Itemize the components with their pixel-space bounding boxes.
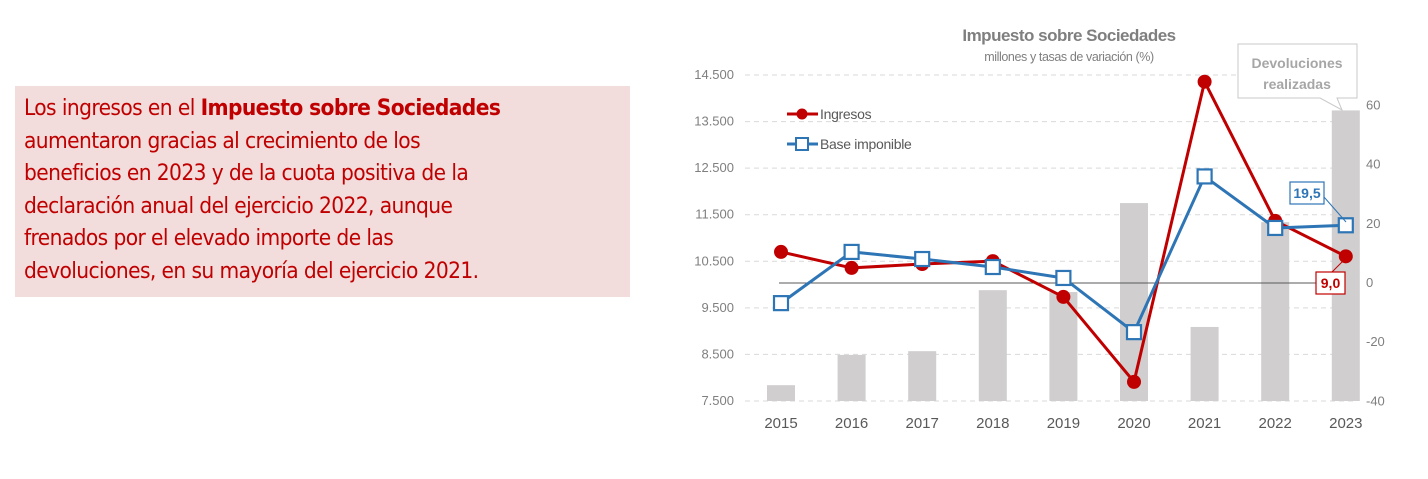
summary-line-6: devoluciones, en su mayoría del ejercici… [24, 257, 479, 284]
left-tick-label: 12.500 [694, 160, 734, 175]
point-base-imponible-2022 [1267, 219, 1284, 237]
right-tick-label: 40 [1366, 157, 1380, 172]
right-tick-label: -20 [1366, 334, 1385, 349]
left-tick-label: 14.500 [694, 67, 734, 82]
chart-title: Impuesto sobre Sociedades [962, 26, 1175, 45]
point-ingresos-2019 [1056, 289, 1071, 304]
legend-circle-icon [796, 108, 808, 120]
x-tick-label: 2021 [1188, 415, 1221, 432]
left-tick-label: 7.500 [701, 393, 734, 408]
x-tick-label: 2015 [764, 415, 797, 432]
x-tick-label: 2022 [1259, 415, 1292, 432]
legend-label-ingresos: Ingresos [820, 106, 872, 122]
legend-square-icon [795, 137, 809, 151]
summary-line-1: Los ingresos en el Impuesto sobre Socied… [24, 92, 630, 125]
point-ingresos-2020 [1127, 374, 1141, 389]
point-ingresos-2021 [1197, 74, 1212, 89]
x-tick-label: 2018 [976, 415, 1009, 432]
x-tick-label: 2020 [1117, 415, 1150, 432]
x-tick-label: 2016 [835, 415, 868, 432]
x-axis: 2015 2016 2017 2018 2019 2020 2021 2022 2023 [764, 415, 1362, 432]
bars [767, 110, 1360, 401]
point-base-imponible-2019 [1055, 269, 1072, 287]
summary-highlight: Impuesto sobre Sociedades [200, 95, 501, 121]
left-tick-label: 9.500 [701, 300, 734, 315]
x-tick-label: 2017 [906, 415, 939, 432]
point-base-imponible-2015 [772, 295, 790, 312]
point-ingresos-2016 [844, 260, 859, 275]
point-base-imponible-2016 [843, 243, 860, 261]
legend-item-ingresos: Ingresos [787, 106, 872, 122]
bar-2022 [1261, 222, 1290, 401]
bar-2017 [908, 351, 937, 401]
left-tick-label: 13.500 [694, 114, 734, 129]
callout-line-2: realizadas [1263, 76, 1331, 92]
right-tick-label: -40 [1366, 393, 1385, 408]
point-base-imponible-2023 [1337, 217, 1354, 234]
left-tick-label: 8.500 [701, 346, 734, 361]
bar-2021 [1190, 326, 1219, 401]
summary-text-panel: Los ingresos en el Impuesto sobre Socied… [15, 86, 630, 297]
right-tick-label: 20 [1366, 216, 1380, 231]
annotation-base-label: 19,5 [1293, 185, 1320, 201]
legend-item-base: Base imponible [787, 136, 912, 152]
series-lines [772, 74, 1354, 389]
x-tick-label: 2023 [1329, 415, 1362, 432]
legend-label-base: Base imponible [820, 136, 912, 152]
bar-2018 [978, 290, 1007, 401]
right-axis: 60 40 20 0 -20 -40 [1366, 97, 1385, 408]
point-ingresos-2023 [1338, 249, 1353, 264]
left-tick-label: 10.500 [694, 253, 734, 268]
callout-line-1: Devoluciones [1251, 55, 1342, 71]
annotation-ingresos-2023: 9,0 [1315, 257, 1347, 295]
x-tick-label: 2019 [1047, 415, 1080, 432]
point-base-imponible-2020 [1125, 324, 1143, 341]
summary-line-5: frenados por el elevado importe de las [24, 225, 394, 251]
summary-line-3: beneficios en 2023 y de la cuota positiv… [24, 160, 469, 186]
left-axis: 14.500 13.500 12.500 11.500 10.500 9.500 8.500… [694, 67, 734, 408]
summary-line-2: aumentaron gracias al crecimiento de los [24, 127, 421, 154]
summary-line-4: declaración anual del ejercicio 2022, au… [24, 192, 453, 219]
annotation-ingresos-label: 9,0 [1321, 275, 1341, 291]
right-tick-label: 0 [1366, 275, 1373, 290]
bar-2015 [767, 385, 795, 401]
bar-2020 [1120, 203, 1148, 401]
summary-line-1-text: Los ingresos en el [24, 95, 201, 121]
point-ingresos-2015 [774, 244, 788, 259]
chart-subtitle: millones y tasas de variación (%) [984, 50, 1154, 64]
right-tick-label: 60 [1366, 97, 1380, 112]
annotation-base-2023: 19,5 [1289, 181, 1347, 223]
point-base-imponible-2017 [914, 250, 931, 268]
bar-2016 [837, 354, 866, 401]
point-base-imponible-2021 [1196, 168, 1213, 185]
point-base-imponible-2018 [984, 258, 1001, 276]
left-tick-label: 11.500 [695, 207, 734, 222]
legend: Ingresos Base imponible [787, 106, 912, 152]
bars-callout: Devoluciones realizadas [1237, 43, 1358, 112]
